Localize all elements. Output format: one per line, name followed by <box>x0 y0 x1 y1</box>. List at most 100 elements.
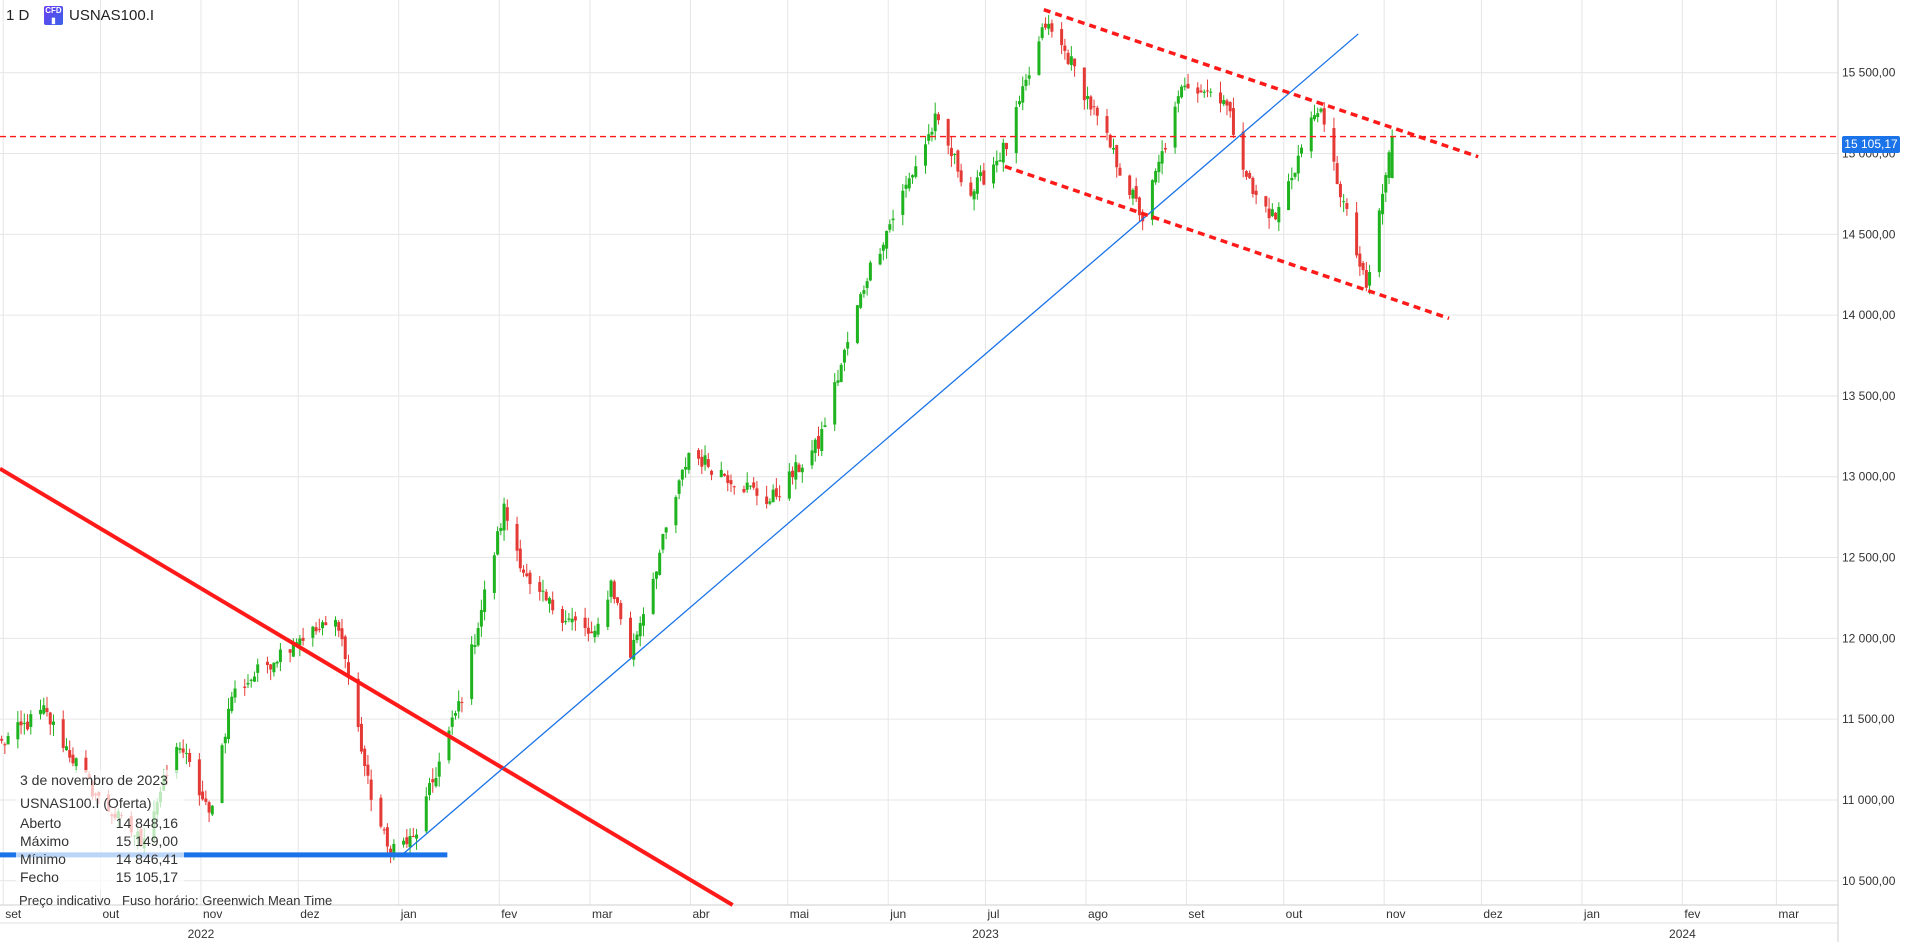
candle-body <box>392 843 396 856</box>
candle-body <box>334 619 338 627</box>
candle-body <box>502 503 506 531</box>
candle-body <box>450 717 454 727</box>
candle-body <box>881 244 885 251</box>
candle-body <box>719 469 723 478</box>
trendline-1 <box>401 33 1359 856</box>
candle-body <box>1338 183 1342 198</box>
candle-body <box>1115 145 1119 168</box>
candle-body <box>1316 113 1320 118</box>
candle-body <box>1270 209 1274 217</box>
candle-body <box>1160 151 1164 164</box>
candle-body <box>48 712 52 725</box>
year-label: 2022 <box>188 927 215 941</box>
x-tick-label: set <box>5 907 22 921</box>
timeframe-label[interactable]: 1 D <box>6 7 30 24</box>
candle-body <box>256 664 260 673</box>
y-tick-label: 10 500,00 <box>1842 874 1896 888</box>
candle-body <box>1069 56 1073 66</box>
candle-body <box>1157 161 1161 173</box>
candle-body <box>729 480 733 485</box>
info-date: 3 de novembro de 2023 <box>20 772 168 788</box>
candle-body <box>74 758 78 767</box>
candle-body <box>408 835 412 848</box>
candle-body <box>547 598 551 604</box>
candle-body <box>298 638 302 646</box>
candle-body <box>363 748 367 767</box>
candle-body <box>317 628 321 630</box>
candle-body <box>210 805 214 815</box>
candle-body <box>1001 142 1005 163</box>
symbol-label[interactable]: USNAS100.I <box>69 7 155 24</box>
candle-body <box>930 131 934 135</box>
candle-body <box>684 466 688 470</box>
candle-body <box>1244 171 1248 177</box>
candle-body <box>703 455 707 465</box>
candle-body <box>836 380 840 383</box>
candle-body <box>1202 91 1206 93</box>
candle-body <box>1017 101 1021 105</box>
candle-body <box>842 349 846 363</box>
candle-body <box>499 528 503 532</box>
indicative-price-note: Preço indicativo <box>19 893 111 908</box>
x-tick-label: fev <box>501 907 517 921</box>
candle-body <box>1086 95 1090 100</box>
grid <box>0 0 1838 905</box>
x-tick-label: set <box>1188 907 1205 921</box>
candle-body <box>1183 85 1187 88</box>
candle-body <box>411 835 415 838</box>
candle-body <box>641 614 645 626</box>
candle-body <box>1118 167 1122 176</box>
candle-body <box>311 626 315 638</box>
candle-body <box>946 119 950 146</box>
candle-body <box>184 752 188 754</box>
candle-body <box>661 533 665 550</box>
candle-body <box>541 590 545 592</box>
candle-body <box>447 730 451 761</box>
candle-body <box>1277 206 1281 223</box>
candle-body <box>768 501 772 504</box>
candle-body <box>606 599 610 627</box>
candle-body <box>658 552 662 575</box>
candle-body <box>496 531 500 555</box>
candle-body <box>1154 171 1158 183</box>
candle-body <box>71 754 75 764</box>
candle-body <box>314 627 318 632</box>
candle-body <box>544 591 548 601</box>
candle-body <box>1248 173 1252 179</box>
candle-body <box>1319 108 1323 112</box>
candle-body <box>321 622 325 629</box>
candle-body <box>389 848 393 857</box>
candle-body <box>369 779 373 800</box>
candle-body <box>1108 134 1112 148</box>
x-tick-label: dez <box>1483 907 1502 921</box>
candle-body <box>992 164 996 184</box>
candle-body <box>1231 108 1235 135</box>
candle-body <box>1005 143 1009 150</box>
candle-body <box>428 783 432 796</box>
candle-body <box>1141 212 1145 222</box>
candle-body <box>382 829 386 831</box>
candle-body <box>346 662 350 676</box>
candle-body <box>64 746 68 751</box>
candle-body <box>1173 106 1177 148</box>
candle-body <box>975 177 979 194</box>
x-tick-label: mar <box>1778 907 1799 921</box>
candle-body <box>1342 201 1346 203</box>
candle-body <box>197 759 201 796</box>
candle-body <box>1332 127 1336 162</box>
candle-body <box>551 599 555 611</box>
candle-body <box>269 664 273 670</box>
candle-body <box>492 555 496 593</box>
candle-body <box>233 688 237 698</box>
candle-body <box>243 686 247 688</box>
candle-body <box>680 469 684 480</box>
candle-body <box>505 507 509 521</box>
x-tick-label: ago <box>1088 907 1108 921</box>
y-tick-label: 14 000,00 <box>1842 308 1896 322</box>
candle-body <box>638 623 642 637</box>
candle-body <box>385 827 389 847</box>
candle-body <box>68 750 72 758</box>
candle-body <box>586 627 590 634</box>
candle-body <box>249 679 253 681</box>
